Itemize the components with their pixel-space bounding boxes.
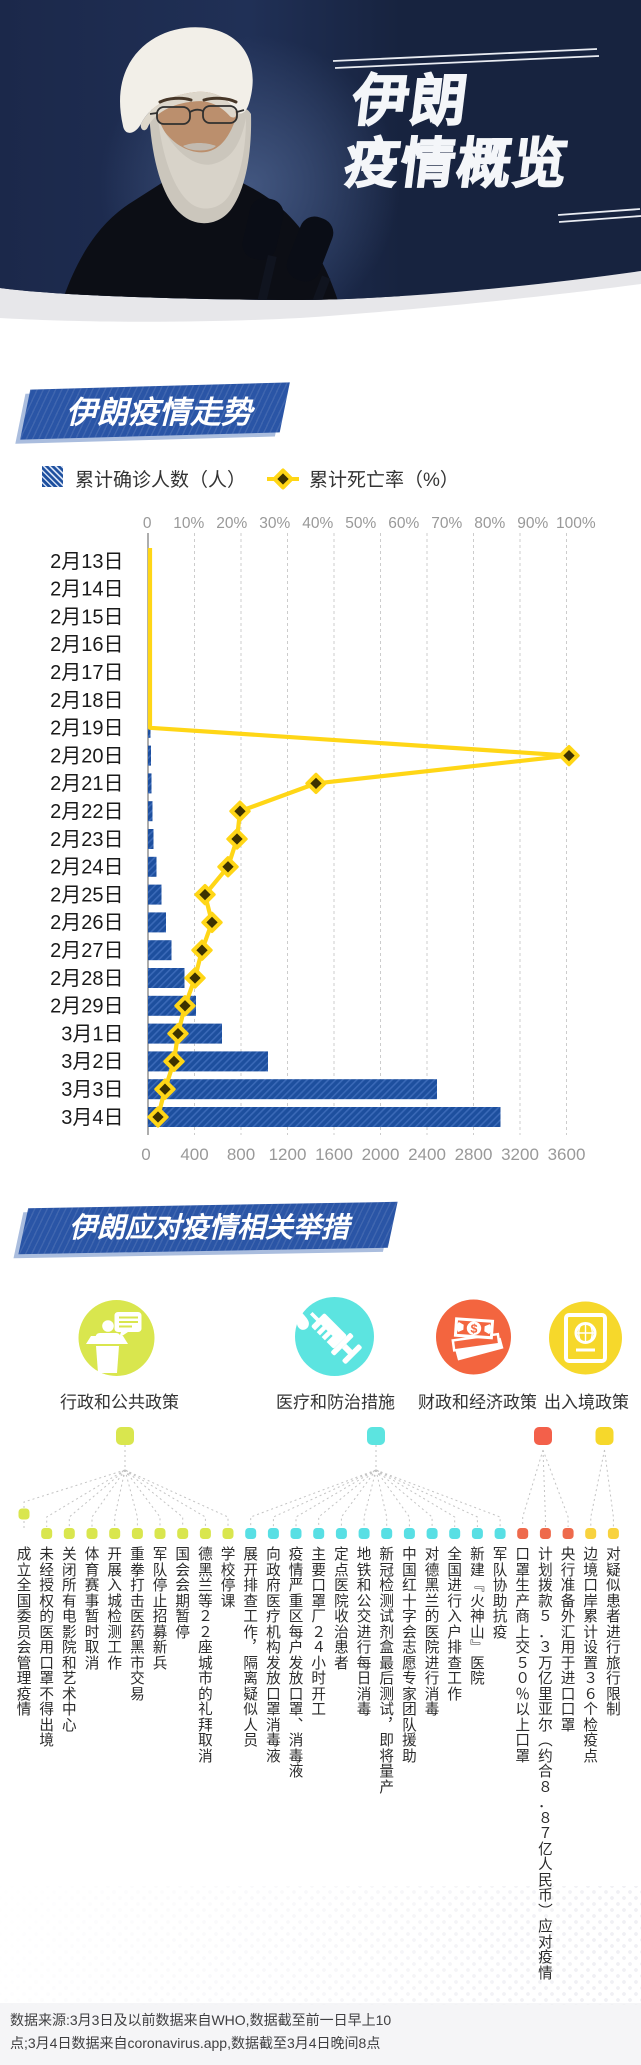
svg-text:60%: 60%	[388, 515, 419, 532]
svg-text:$: $	[470, 1322, 478, 1336]
svg-text:2月22日: 2月22日	[50, 801, 123, 823]
svg-text:2000: 2000	[362, 1145, 400, 1164]
svg-text:3月3日: 3月3日	[61, 1079, 123, 1101]
svg-text:3600: 3600	[548, 1145, 586, 1164]
svg-text:0: 0	[143, 515, 152, 532]
svg-text:2400: 2400	[408, 1145, 446, 1164]
svg-text:2月25日: 2月25日	[50, 884, 123, 906]
svg-text:20%: 20%	[216, 515, 247, 532]
svg-text:2月28日: 2月28日	[50, 968, 123, 990]
svg-text:100%: 100%	[556, 515, 596, 532]
svg-text:2月18日: 2月18日	[50, 690, 123, 712]
svg-text:2月26日: 2月26日	[50, 912, 123, 934]
svg-text:2月23日: 2月23日	[50, 829, 123, 851]
svg-text:2800: 2800	[455, 1145, 493, 1164]
svg-text:400: 400	[180, 1145, 208, 1164]
svg-text:2月24日: 2月24日	[50, 857, 123, 879]
svg-text:3月4日: 3月4日	[61, 1107, 123, 1129]
svg-text:2月13日: 2月13日	[50, 551, 123, 573]
svg-text:2月29日: 2月29日	[50, 996, 123, 1018]
svg-text:70%: 70%	[431, 515, 462, 532]
svg-text:0: 0	[141, 1145, 150, 1164]
svg-text:2月19日: 2月19日	[50, 718, 123, 740]
svg-text:3月2日: 3月2日	[61, 1051, 123, 1073]
svg-text:1600: 1600	[315, 1145, 353, 1164]
svg-text:2月27日: 2月27日	[50, 940, 123, 962]
svg-text:3月1日: 3月1日	[61, 1023, 123, 1045]
svg-text:50%: 50%	[345, 515, 376, 532]
svg-text:800: 800	[227, 1145, 255, 1164]
svg-text:2月15日: 2月15日	[50, 606, 123, 628]
svg-text:2月20日: 2月20日	[50, 745, 123, 767]
svg-text:40%: 40%	[302, 515, 333, 532]
svg-text:2月21日: 2月21日	[50, 773, 123, 795]
svg-text:80%: 80%	[474, 515, 505, 532]
svg-text:1200: 1200	[269, 1145, 307, 1164]
svg-text:30%: 30%	[259, 515, 290, 532]
svg-text:2月16日: 2月16日	[50, 634, 123, 656]
svg-text:2月17日: 2月17日	[50, 662, 123, 684]
svg-text:10%: 10%	[173, 515, 204, 532]
svg-text:90%: 90%	[517, 515, 548, 532]
svg-text:2月14日: 2月14日	[50, 579, 123, 601]
svg-text:3200: 3200	[501, 1145, 539, 1164]
